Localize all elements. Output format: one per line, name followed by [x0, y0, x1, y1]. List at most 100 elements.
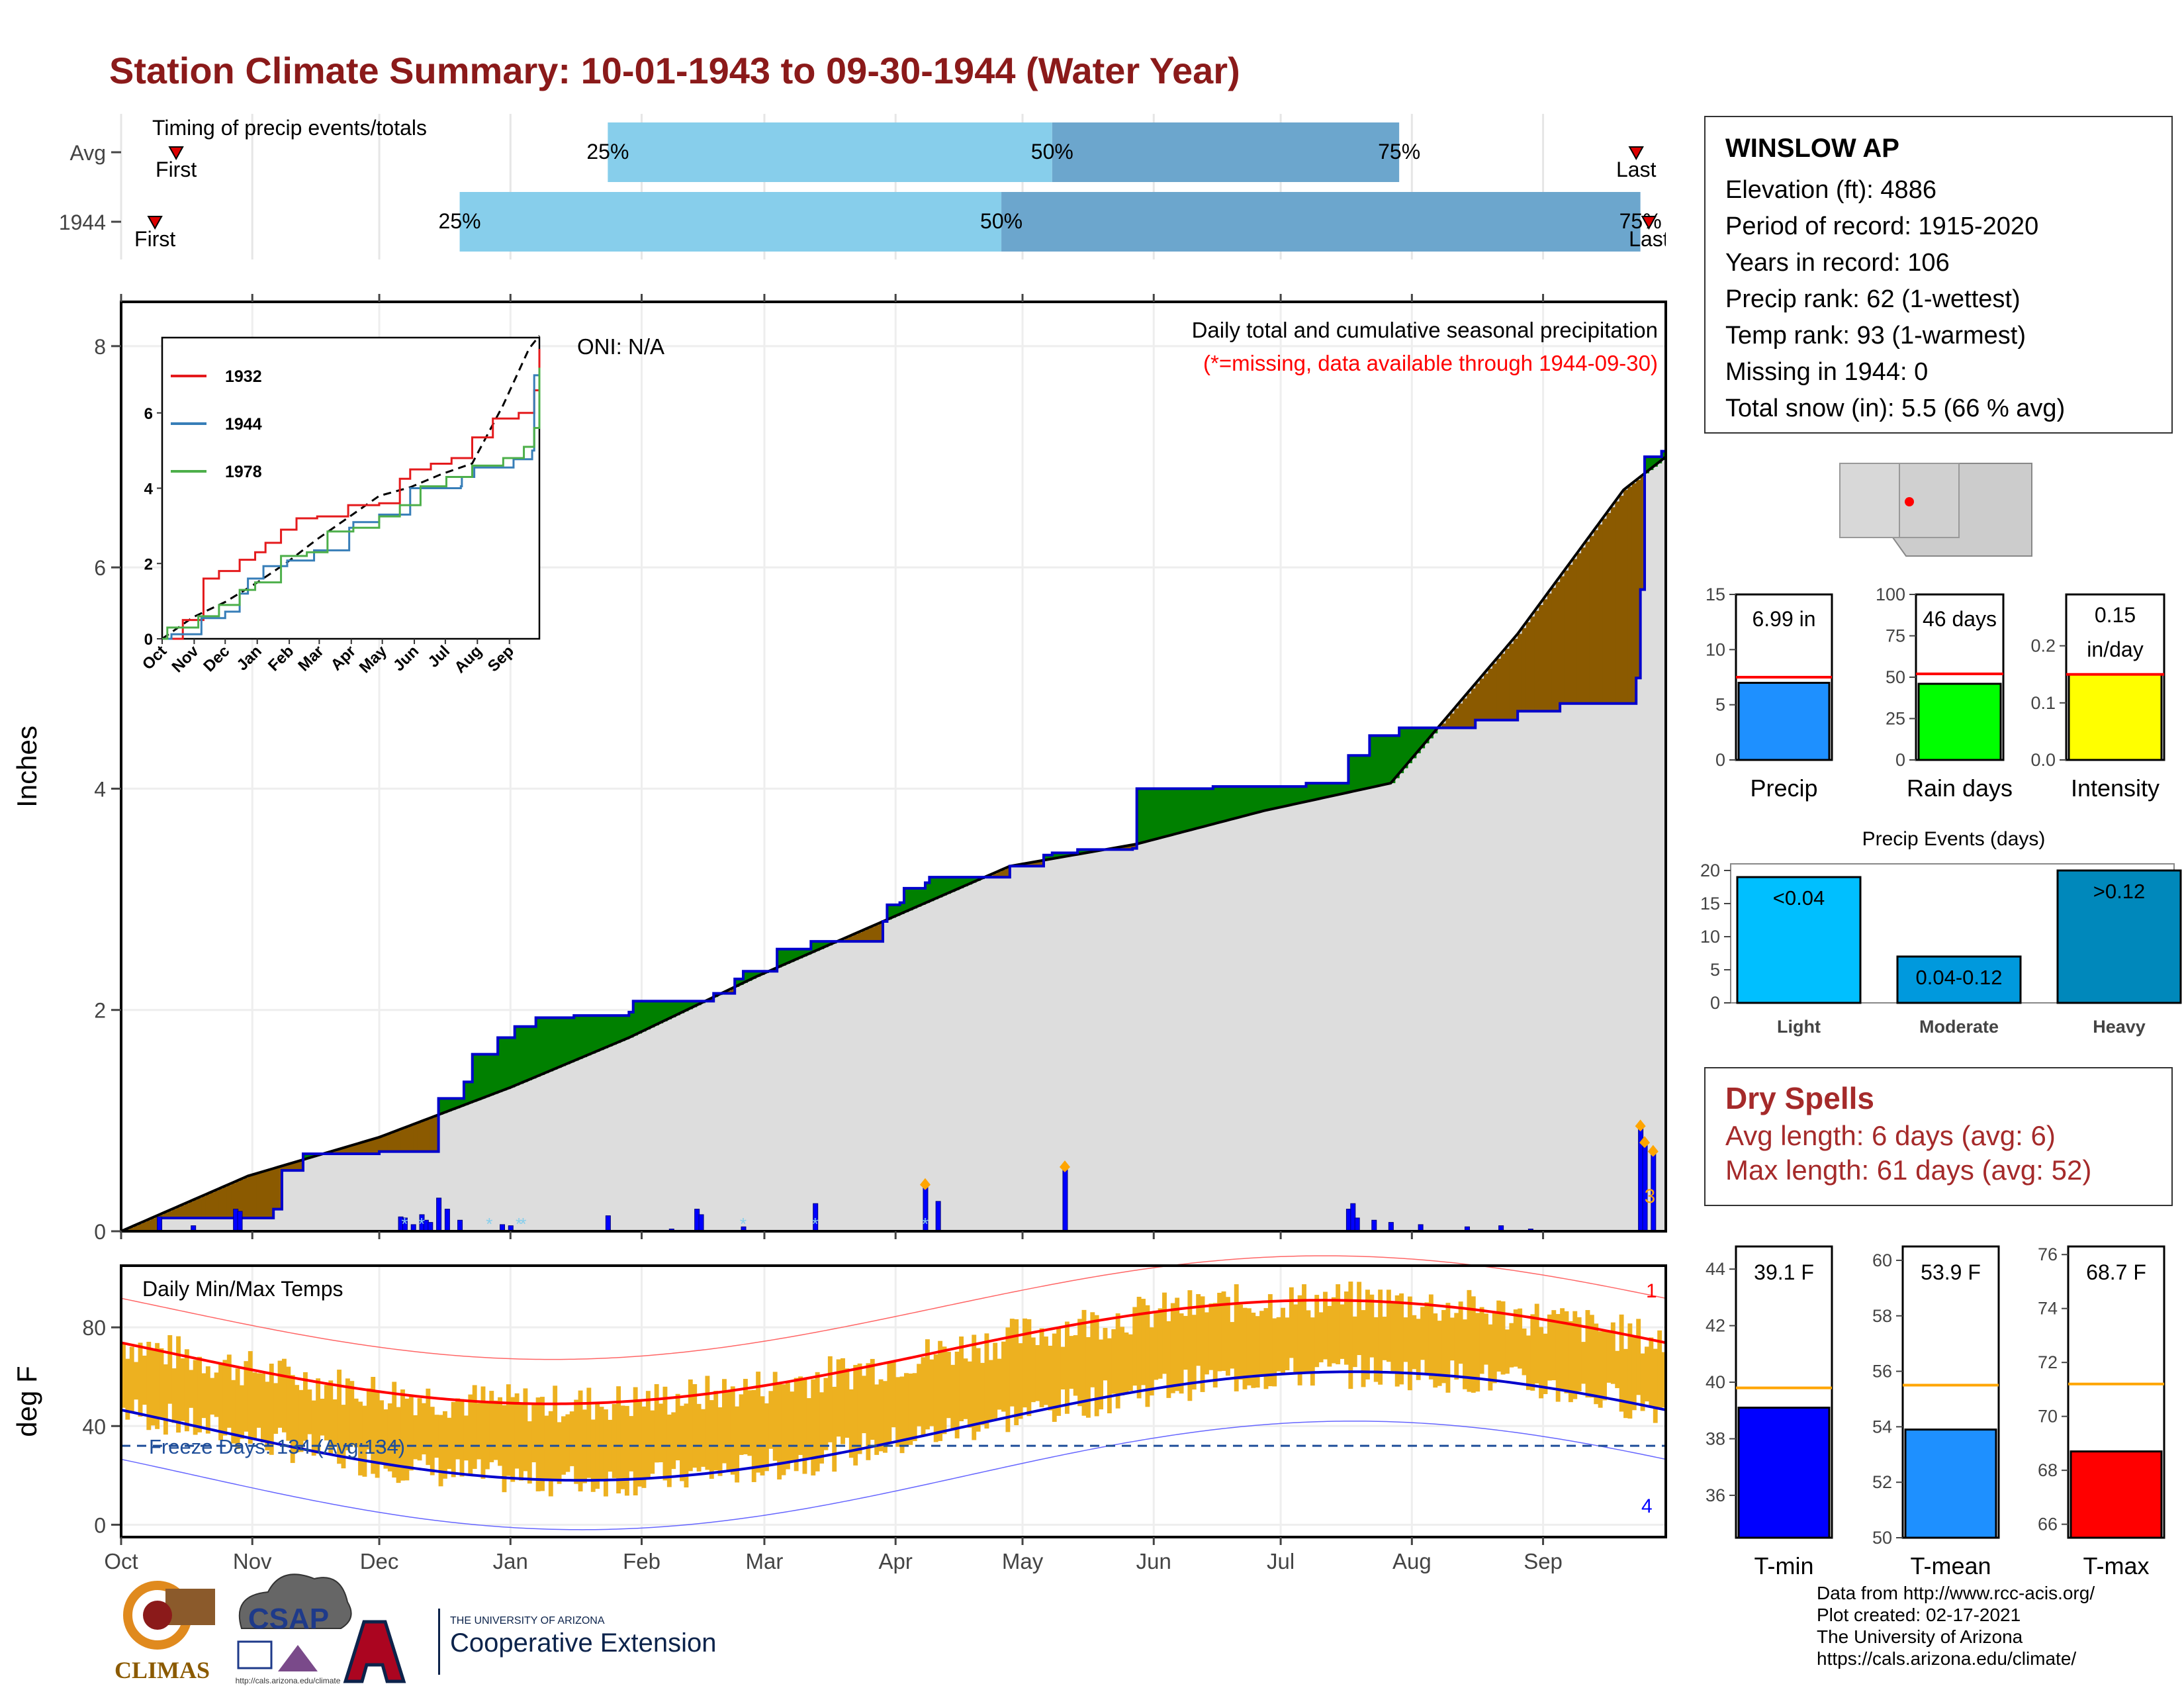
deficit-fill	[1001, 870, 1007, 878]
deficit-fill	[422, 1121, 427, 1152]
surplus-fill	[1352, 755, 1357, 792]
daily-temp-bar	[972, 1335, 977, 1440]
surplus-fill	[493, 1054, 498, 1094]
month-label: Feb	[623, 1549, 660, 1573]
surplus-fill	[823, 941, 829, 947]
daily-temp-bar	[281, 1358, 287, 1432]
deficit-fill	[1543, 599, 1548, 712]
surplus-fill	[1191, 788, 1197, 830]
daily-temp-bar	[659, 1403, 663, 1462]
surplus-fill	[1340, 783, 1345, 794]
surplus-fill	[1289, 786, 1294, 806]
precip-ytick-label: 0	[94, 1220, 106, 1244]
surplus-fill	[819, 941, 825, 949]
daily-temp-bar	[1437, 1321, 1442, 1386]
daily-temp-bar	[887, 1362, 892, 1442]
daily-temp-bar	[244, 1361, 249, 1432]
surplus-fill	[1081, 849, 1087, 854]
daily-temp-bar	[735, 1406, 740, 1483]
inset-ytick-label: 4	[144, 481, 154, 498]
surplus-fill	[925, 882, 930, 904]
daily-temp-bar	[1539, 1327, 1544, 1399]
snow-star: *	[520, 1214, 526, 1234]
daily-temp-bar	[1267, 1294, 1273, 1387]
daily-temp-bar	[438, 1415, 443, 1487]
surplus-fill	[1336, 783, 1341, 796]
summary-bar	[1737, 1406, 1831, 1539]
daily-temp-bar	[950, 1364, 956, 1430]
daily-temp-bar	[155, 1342, 160, 1429]
deficit-fill	[265, 1170, 270, 1218]
surplus-fill	[1225, 786, 1230, 821]
surplus-fill	[612, 1015, 617, 1045]
deficit-fill	[1568, 565, 1573, 704]
daily-temp-bar	[134, 1362, 139, 1400]
summary-bar	[2068, 673, 2163, 761]
deficit-fill	[1500, 653, 1506, 720]
daily-temp-bar	[1056, 1327, 1062, 1416]
daily-temp-bar	[1598, 1331, 1603, 1408]
deficit-fill	[1132, 845, 1138, 849]
daily-temp-bar	[574, 1399, 579, 1484]
surplus-fill	[1272, 786, 1277, 810]
daily-temp-bar	[1640, 1353, 1645, 1411]
daily-temp-bar	[557, 1422, 562, 1484]
month-label: Sep	[1524, 1549, 1563, 1573]
deficit-fill	[159, 1214, 164, 1218]
surplus-fill	[887, 904, 892, 920]
event-category-label: Moderate	[1919, 1017, 1999, 1037]
ua-big-text: Cooperative Extension	[450, 1628, 716, 1658]
daily-temp-bar	[455, 1398, 461, 1460]
surplus-fill	[1263, 786, 1269, 811]
daily-temp-bar	[1035, 1344, 1040, 1401]
daily-temp-bar	[1149, 1327, 1154, 1396]
daily-temp-bar	[531, 1405, 537, 1463]
deficit-fill	[1594, 530, 1599, 704]
deficit-fill	[269, 1169, 274, 1218]
deficit-fill	[430, 1117, 435, 1152]
daily-temp-bar	[387, 1403, 392, 1472]
surplus-fill	[451, 1098, 456, 1110]
daily-temp-bar	[358, 1401, 363, 1476]
daily-temp-bar	[1212, 1303, 1218, 1388]
daily-temp-bar	[908, 1373, 913, 1445]
daily-temp-bar	[1467, 1289, 1472, 1392]
events-ytick-label: 5	[1710, 960, 1720, 980]
event-bar-label: 0.04-0.12	[1916, 966, 2003, 989]
deficit-fill	[1005, 868, 1011, 878]
daily-temp-bar	[1365, 1289, 1370, 1380]
avg-cumulative-area	[121, 457, 1666, 1231]
daily-temp-bar	[891, 1360, 896, 1428]
daily-temp-bar	[709, 1400, 714, 1479]
surplus-fill	[1412, 727, 1417, 759]
daily-temp-bar	[590, 1419, 596, 1492]
inset-xtick-label: Jan	[234, 642, 265, 674]
daily-temp-bar	[1513, 1309, 1518, 1367]
daily-precip-bar	[605, 1215, 611, 1232]
last-marker	[1628, 146, 1644, 161]
summary-ytick-label: 100	[1876, 585, 1905, 604]
summary-ytick-label: 60	[1872, 1250, 1892, 1270]
deficit-fill	[290, 1163, 295, 1171]
record-high-line	[120, 1255, 1666, 1360]
deficit-fill	[226, 1185, 232, 1218]
daily-temp-bar	[654, 1383, 659, 1463]
surplus-fill	[527, 1026, 532, 1080]
surplus-fill	[1136, 788, 1142, 844]
daily-temp-bar	[1602, 1330, 1607, 1401]
deficit-fill	[1026, 863, 1032, 867]
surplus-fill	[899, 902, 905, 914]
surplus-fill	[1145, 788, 1150, 842]
daily-temp-bar	[226, 1354, 232, 1428]
surplus-fill	[963, 877, 968, 887]
summary-ytick-label: 66	[2038, 1515, 2058, 1534]
daily-temp-bar	[1615, 1350, 1620, 1389]
precip-ytick-label: 2	[94, 999, 106, 1023]
summary-ytick-label: 10	[1706, 639, 1725, 659]
daily-precip-bar	[436, 1197, 442, 1232]
deficit-fill	[1589, 536, 1594, 704]
credit-line: https://cals.arizona.edu/climate/	[1817, 1648, 2077, 1669]
daily-temp-bar	[764, 1403, 769, 1472]
inset-series-line	[162, 367, 541, 640]
surplus-fill	[531, 1026, 537, 1079]
